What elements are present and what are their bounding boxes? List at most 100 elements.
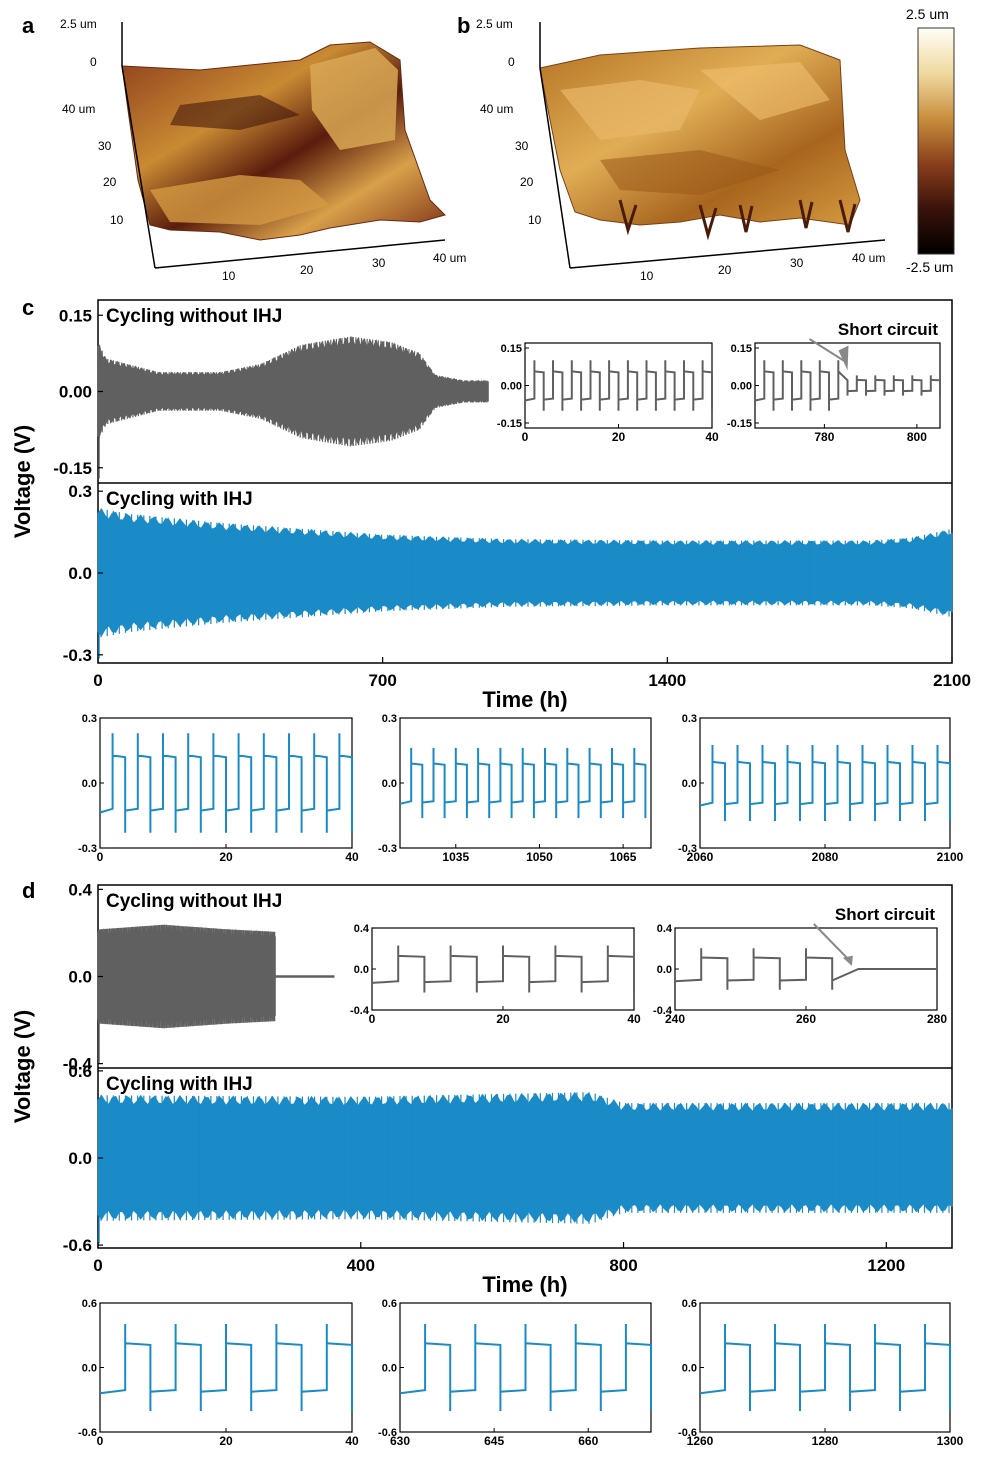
inset-x-tick-label: 0 (369, 1012, 376, 1026)
inset-x-tick-label: 0 (522, 430, 529, 444)
colorbar-min-label: -2.5 um (906, 259, 953, 275)
x-tick-label: 1400 (648, 671, 686, 690)
series-0-band (98, 337, 488, 445)
series-1-band (98, 1093, 952, 1223)
inset-x-tick-label: 20 (612, 430, 626, 444)
inset-y-tick-label: 0.0 (82, 778, 97, 790)
inset-x-tick-label: 240 (665, 1012, 685, 1026)
afm-b-y-tick-20: 20 (520, 175, 534, 189)
inset-x-tick-label: 0 (97, 850, 104, 864)
inset-y-tick-label: 0.0 (682, 778, 697, 790)
inset-c_in4: 0.3 0.0 -0.3 1035 1050 1065 (378, 713, 651, 864)
inset-y-tick-label: 0.4 (354, 923, 370, 935)
colorbar-gradient (918, 28, 954, 254)
y-tick-label: -0.15 (53, 459, 92, 478)
inset-y-tick-label: 0.15 (731, 343, 752, 355)
afm-b-z-zero: 0 (508, 55, 515, 69)
inset-x-tick-label: 630 (390, 1434, 410, 1448)
afm-a-y-tick-40: 40 um (62, 102, 95, 116)
x-tick-label: 2100 (933, 671, 971, 690)
afm-b-x-tick-10: 10 (640, 269, 654, 283)
x-tick-label: 800 (609, 1256, 637, 1275)
inset-c_in3: 0.30.0-0.30 20 40 (78, 713, 359, 864)
panel-title: Cycling with IHJ (106, 1074, 253, 1095)
afm-a-x-tick-20: 20 (300, 263, 314, 277)
inset-x-tick-label: 20 (219, 850, 233, 864)
panel-label-b: b (457, 13, 470, 38)
series-1-band (98, 509, 952, 636)
inset-c_in2: 0.15 0.00 -0.15 780 800 Short circuit (727, 320, 940, 444)
inset-y-tick-label: 0.6 (382, 1298, 397, 1310)
inset-x-tick-label: 0 (97, 1434, 104, 1448)
inset-y-tick-label: 0.0 (682, 1363, 697, 1375)
x-tick-label: 700 (368, 671, 396, 690)
afm-a-z-zero: 0 (90, 55, 97, 69)
x-tick-label: 0 (93, 671, 102, 690)
inset-x-tick-label: 1050 (526, 850, 553, 864)
colorbar: 2.5 um -2.5 um (906, 6, 954, 275)
y-tick-label: -0.3 (63, 646, 92, 665)
afm-a-y-tick-20: 20 (103, 175, 117, 189)
inset-x-tick-label: 2060 (687, 850, 714, 864)
inset-x-tick-label: 280 (927, 1012, 947, 1026)
inset-y-tick-label: 0.6 (82, 1298, 97, 1310)
inset-y-tick-label: -0.15 (727, 418, 752, 430)
inset-y-tick-label: 0.0 (82, 1363, 97, 1375)
inset-x-tick-label: 40 (345, 1434, 359, 1448)
short-circuit-annotation: Short circuit (838, 320, 938, 339)
y-tick-label: 0.0 (68, 564, 92, 583)
inset-frame (400, 718, 651, 848)
inset-x-tick-label: 20 (496, 1012, 510, 1026)
inset-d_in4: 0.60.0-0.6630 645 660 (378, 1298, 651, 1448)
inset-y-tick-label: 0.0 (354, 964, 369, 976)
afm-a-z-top: 2.5 um (60, 17, 97, 31)
inset-x-tick-label: 660 (578, 1434, 598, 1448)
series-0-spikes (99, 925, 275, 1028)
panel-label-a: a (22, 13, 35, 38)
afm-panel-b: 2.5 um 0 40 um 30 20 10 10 20 30 40 um (476, 17, 885, 283)
inset-x-tick-label: 20 (219, 1434, 233, 1448)
inset-y-tick-label: 0.00 (501, 381, 522, 393)
afm-a-x-tick-30: 30 (372, 256, 386, 270)
inset-y-tick-label: 0.3 (682, 713, 697, 725)
y-tick-label: 0.00 (59, 383, 92, 402)
inset-y-tick-label: 0.6 (682, 1298, 697, 1310)
inset-x-tick-label: 2080 (812, 850, 839, 864)
inset-x-tick-label: 800 (907, 430, 927, 444)
inset-x-tick-label: 2100 (937, 850, 964, 864)
inset-y-tick-label: 0.4 (657, 923, 673, 935)
inset-c_in5: 0.30.0-0.32060 2080 2100 (678, 713, 964, 864)
afm-b-y-tick-40: 40 um (480, 102, 513, 116)
inset-y-tick-label: 0.0 (382, 778, 397, 790)
figure: a 2.5 um 0 40 um 30 20 10 10 20 30 40 um… (0, 0, 985, 1455)
x-axis-label: Time (h) (482, 1272, 567, 1297)
inset-y-tick-label: 0.0 (657, 964, 672, 976)
afm-b-y-tick-30: 30 (515, 139, 529, 153)
inset-y-tick-label: 0.15 (501, 343, 522, 355)
y-tick-label: 0.15 (59, 306, 92, 325)
inset-x-tick-label: 260 (796, 1012, 816, 1026)
inset-y-tick-label: -0.15 (497, 418, 522, 430)
inset-x-tick-label: 645 (484, 1434, 504, 1448)
inset-d_in1: 0.40.0-0.40 20 40 (350, 923, 641, 1026)
inset-d_in3: 0.60.0-0.60 20 40 (78, 1298, 359, 1448)
afm-a-y-tick-10: 10 (110, 213, 124, 227)
inset-y-tick-label: 0.0 (382, 1363, 397, 1375)
inset-y-tick-label: 0.3 (82, 713, 97, 725)
y-axis-label: Voltage (V) (10, 425, 35, 538)
afm-panel-a: 2.5 um 0 40 um 30 20 10 10 20 30 40 um (60, 17, 466, 283)
short-circuit-annotation: Short circuit (835, 905, 935, 924)
inset-y-tick-label: -0.3 (378, 843, 397, 855)
afm-a-x-tick-40: 40 um (433, 251, 466, 265)
inset-x-tick-label: 1035 (442, 850, 469, 864)
panel-title: Cycling without IHJ (106, 306, 282, 327)
afm-b-x-tick-30: 30 (790, 256, 804, 270)
x-axis-label: Time (h) (482, 687, 567, 712)
afm-b-y-tick-10: 10 (528, 213, 542, 227)
afm-surface-b (540, 45, 860, 225)
inset-x-tick-label: 40 (705, 430, 719, 444)
panel-title: Cycling without IHJ (106, 891, 282, 912)
inset-y-tick-label: 0.00 (731, 381, 752, 393)
afm-b-x-tick-20: 20 (718, 263, 732, 277)
